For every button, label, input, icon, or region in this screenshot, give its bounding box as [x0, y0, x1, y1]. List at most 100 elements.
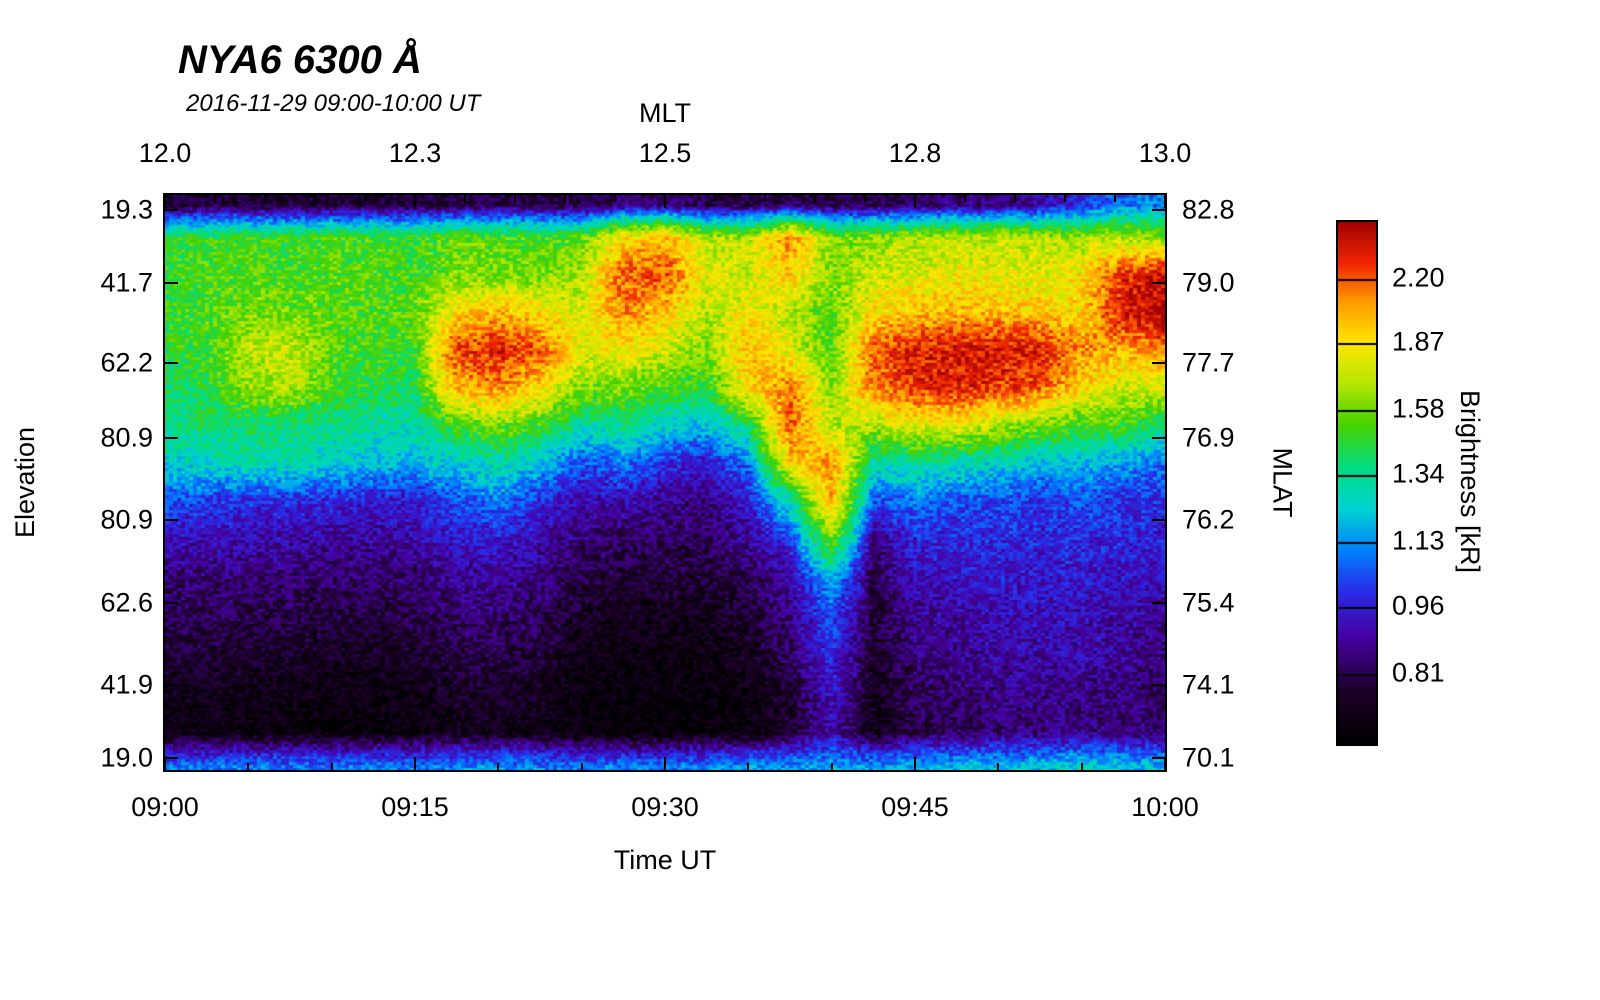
colorbar-tick-label: 2.20 [1392, 262, 1445, 293]
bottom-minor-tick [997, 763, 1000, 770]
right-major-tick [1152, 518, 1165, 521]
right-major-tick [1152, 361, 1165, 364]
bottom-minor-tick [497, 763, 500, 770]
top-minor-tick [314, 195, 316, 202]
mlat-tick-label: 76.2 [1182, 504, 1235, 535]
right-major-tick [1152, 683, 1165, 686]
top-minor-tick [1014, 195, 1016, 202]
right-major-tick [1152, 602, 1165, 605]
top-minor-tick [814, 195, 816, 202]
top-major-tick [164, 195, 166, 208]
top-axis-tick-labels: 12.0 12.3 12.5 12.8 13.0 [139, 138, 1192, 172]
mlt-tick-label: 12.0 [138, 138, 192, 168]
colorbar-tick-label: 1.13 [1392, 525, 1445, 556]
left-major-tick [165, 281, 178, 284]
time-tick-label: 10:00 [1131, 792, 1199, 822]
right-axis-title-wrap: MLAT [1258, 193, 1306, 772]
mlat-tick-label: 74.1 [1182, 669, 1235, 700]
top-minor-tick [1114, 195, 1116, 202]
mlat-tick-label: 70.1 [1182, 742, 1235, 773]
right-axis-tick-labels: 82.8 79.0 77.7 76.9 76.2 75.4 74.1 70.1 [1182, 194, 1282, 773]
top-minor-tick [464, 195, 466, 202]
bottom-major-tick [1164, 757, 1166, 770]
colorbar-tick-label: 0.81 [1392, 657, 1445, 688]
bottom-minor-tick [830, 763, 833, 770]
mlat-tick-label: 79.0 [1182, 267, 1235, 298]
left-major-tick [165, 208, 178, 211]
left-axis-title: Elevation [10, 426, 41, 539]
top-minor-tick [764, 195, 766, 202]
heatmap-plot-area [163, 193, 1167, 772]
right-axis-title: MLAT [1267, 447, 1298, 518]
mlat-tick-label: 75.4 [1182, 587, 1235, 618]
left-major-tick [165, 361, 178, 364]
bottom-major-tick [914, 757, 916, 770]
colorbar-tick-label: 1.58 [1392, 393, 1445, 424]
elevation-tick-label: 19.0 [100, 742, 153, 773]
top-minor-tick [714, 195, 716, 202]
elevation-tick-label: 41.7 [100, 267, 153, 298]
mlat-tick-label: 82.8 [1182, 194, 1235, 225]
right-major-tick [1152, 208, 1165, 211]
bottom-axis-tick-labels: 09:00 09:15 09:30 09:45 10:00 [131, 792, 1199, 826]
elevation-tick-label: 62.6 [100, 587, 153, 618]
top-minor-tick [564, 195, 566, 202]
bottom-major-tick [164, 757, 166, 770]
mlt-tick-label: 12.5 [638, 138, 692, 168]
elevation-tick-label: 19.3 [100, 194, 153, 225]
top-minor-tick [1064, 195, 1066, 202]
colorbar-tick-labels: 2.20 1.87 1.58 1.34 1.13 0.96 0.81 [1392, 220, 1482, 742]
mlt-tick-label: 12.3 [388, 138, 442, 168]
time-tick-label: 09:15 [381, 792, 449, 822]
top-minor-tick [964, 195, 966, 202]
bottom-minor-tick [247, 763, 250, 770]
time-tick-label: 09:00 [131, 792, 199, 822]
time-tick-label: 09:45 [881, 792, 949, 822]
mlt-tick-label: 13.0 [1138, 138, 1192, 168]
bottom-minor-tick [580, 763, 583, 770]
top-major-tick [914, 195, 916, 208]
top-major-tick [664, 195, 666, 208]
top-minor-tick [864, 195, 866, 202]
bottom-major-tick [414, 757, 416, 770]
right-major-tick [1152, 281, 1165, 284]
colorbar-tick-label: 0.96 [1392, 590, 1445, 621]
bottom-minor-tick [330, 763, 333, 770]
top-minor-tick [614, 195, 616, 202]
mlt-tick-label: 12.8 [888, 138, 942, 168]
elevation-tick-label: 80.9 [100, 422, 153, 453]
left-major-tick [165, 602, 178, 605]
elevation-tick-label: 62.2 [100, 347, 153, 378]
mlat-tick-label: 77.7 [1182, 347, 1235, 378]
top-minor-tick [214, 195, 216, 202]
colorbar-title-wrap: Brightness [kR] [1442, 220, 1498, 742]
top-minor-tick [264, 195, 266, 202]
left-major-tick [165, 756, 178, 759]
plot-title: NYA6 6300 Å [178, 38, 422, 82]
elevation-tick-label: 80.9 [100, 504, 153, 535]
bottom-axis-title: Time UT [613, 845, 717, 875]
heatmap-canvas [165, 195, 1165, 770]
left-major-tick [165, 683, 178, 686]
bottom-minor-tick [747, 763, 750, 770]
left-axis-tick-labels: 19.3 41.7 62.2 80.9 80.9 62.6 41.9 19.0 [55, 194, 153, 773]
top-major-tick [414, 195, 416, 208]
top-minor-tick [514, 195, 516, 202]
colorbar-tick-label: 1.87 [1392, 326, 1445, 357]
colorbar-tick-label: 1.34 [1392, 458, 1445, 489]
bottom-major-tick [664, 757, 666, 770]
colorbar-canvas [1338, 222, 1376, 744]
left-major-tick [165, 437, 178, 440]
mlat-tick-label: 76.9 [1182, 422, 1235, 453]
elevation-tick-label: 41.9 [100, 669, 153, 700]
bottom-minor-tick [1080, 763, 1083, 770]
top-minor-tick [364, 195, 366, 202]
left-major-tick [165, 518, 178, 521]
right-major-tick [1152, 756, 1165, 759]
colorbar [1336, 220, 1378, 746]
right-major-tick [1152, 437, 1165, 440]
top-axis-title: MLT [639, 98, 691, 128]
colorbar-title: Brightness [kR] [1455, 389, 1486, 573]
left-axis-title-wrap: Elevation [2, 193, 50, 772]
